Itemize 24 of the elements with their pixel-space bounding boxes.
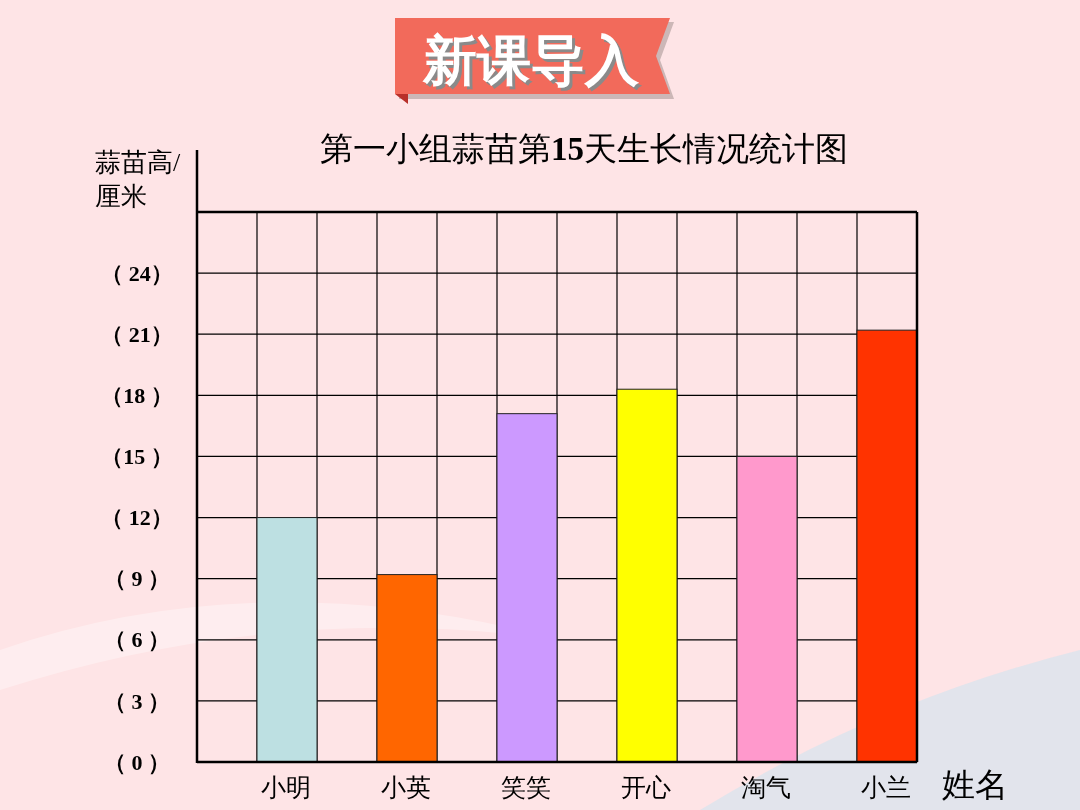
bar [256, 517, 318, 763]
y-tick-label: （ 12） [101, 505, 173, 531]
chart-title: 第一小组蒜苗第15天生长情况统计图 [320, 131, 848, 167]
x-tick-label: 小明 [260, 774, 311, 801]
y-tick-label: （ 21） [101, 321, 173, 347]
bar [856, 329, 918, 763]
bar [496, 413, 558, 763]
x-tick-label: 淘气 [740, 774, 791, 801]
bar [736, 455, 798, 763]
x-tick-label: 笑笑 [500, 774, 551, 801]
x-axis-title: 姓名 [942, 767, 1008, 803]
y-tick-label: （ 24） [101, 260, 173, 286]
x-tick-label: 小英 [380, 774, 431, 801]
y-tick-label: （15 ） [101, 444, 173, 470]
bar [616, 388, 678, 763]
x-tick-label: 开心 [620, 774, 671, 801]
y-tick-label: （18 ） [101, 383, 173, 409]
y-axis-title: 蒜苗高/厘米 [95, 148, 181, 211]
y-tick-label: （ 0 ） [104, 749, 170, 775]
y-tick-label: （ 3 ） [104, 688, 170, 714]
y-tick-label: （ 6 ） [104, 627, 170, 653]
bar [376, 574, 438, 763]
y-tick-label: （ 9 ） [104, 566, 170, 592]
x-tick-label: 小兰 [860, 774, 911, 801]
